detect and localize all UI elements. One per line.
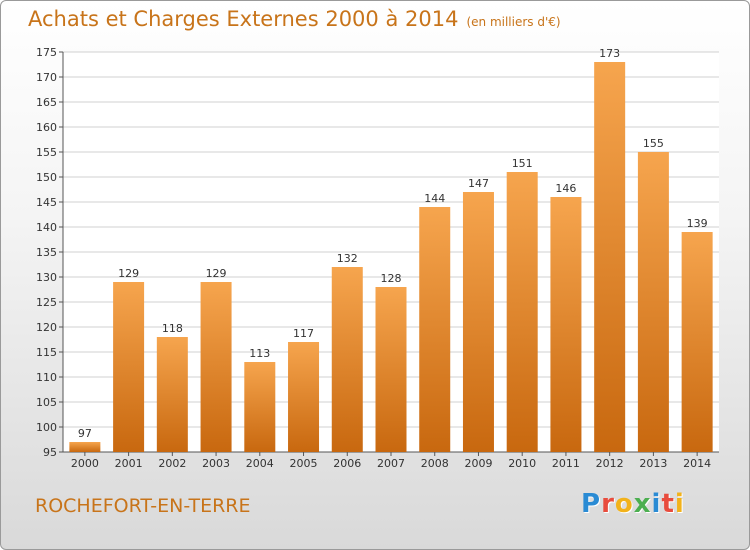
bar (156, 337, 188, 452)
bar (244, 362, 276, 452)
x-tick-label: 2006 (333, 457, 361, 470)
x-tick-label: 2001 (115, 457, 143, 470)
chart-title-unit: (en milliers d'€) (466, 15, 561, 29)
x-tick-label: 2007 (377, 457, 405, 470)
x-tick-label: 2008 (421, 457, 449, 470)
bar-value-label: 146 (555, 182, 576, 195)
bar-value-label: 173 (599, 47, 620, 60)
bar (550, 197, 582, 452)
y-tick-label: 100 (36, 421, 57, 434)
chart-title-main: Achats et Charges Externes 2000 à 2014 (28, 7, 459, 31)
bar (113, 282, 145, 452)
y-tick-label: 130 (36, 271, 57, 284)
x-tick-label: 2005 (290, 457, 318, 470)
x-tick-label: 2011 (552, 457, 580, 470)
y-tick-label: 95 (43, 446, 57, 459)
x-tick-label: 2014 (683, 457, 711, 470)
bar (506, 172, 538, 452)
bar-value-label: 128 (381, 272, 402, 285)
bar (594, 62, 626, 452)
bar (331, 267, 363, 452)
bar-value-label: 151 (512, 157, 533, 170)
y-tick-label: 160 (36, 121, 57, 134)
x-tick-label: 2009 (464, 457, 492, 470)
bar (637, 152, 669, 452)
y-tick-label: 105 (36, 396, 57, 409)
y-tick-label: 175 (36, 46, 57, 59)
bar-value-label: 129 (118, 267, 139, 280)
x-tick-label: 2002 (158, 457, 186, 470)
x-tick-label: 2003 (202, 457, 230, 470)
y-tick-label: 110 (36, 371, 57, 384)
bar (69, 442, 101, 452)
bar-value-label: 132 (337, 252, 358, 265)
bar (200, 282, 232, 452)
commune-name: ROCHEFORT-EN-TERRE (35, 495, 251, 517)
bar-value-label: 113 (249, 347, 270, 360)
y-tick-label: 165 (36, 96, 57, 109)
y-tick-label: 125 (36, 296, 57, 309)
y-tick-label: 170 (36, 71, 57, 84)
chart-title: Achats et Charges Externes 2000 à 2014 (e… (28, 7, 561, 31)
bar-value-label: 118 (162, 322, 183, 335)
bar-value-label: 155 (643, 137, 664, 150)
y-tick-label: 120 (36, 321, 57, 334)
bar-value-label: 139 (687, 217, 708, 230)
y-tick-label: 150 (36, 171, 57, 184)
bar (681, 232, 713, 452)
x-tick-label: 2013 (639, 457, 667, 470)
bar (288, 342, 320, 452)
y-tick-label: 155 (36, 146, 57, 159)
x-tick-label: 2004 (246, 457, 274, 470)
y-tick-label: 140 (36, 221, 57, 234)
y-tick-label: 115 (36, 346, 57, 359)
bar (419, 207, 451, 452)
x-tick-label: 2000 (71, 457, 99, 470)
y-tick-label: 145 (36, 196, 57, 209)
bar-value-label: 117 (293, 327, 314, 340)
bar (462, 192, 494, 452)
bar-value-label: 97 (78, 427, 92, 440)
y-tick-label: 135 (36, 246, 57, 259)
bar (375, 287, 407, 452)
x-tick-label: 2010 (508, 457, 536, 470)
bar-value-label: 147 (468, 177, 489, 190)
bar-value-label: 144 (424, 192, 445, 205)
x-tick-label: 2012 (596, 457, 624, 470)
proxiti-logo: Proxiti (581, 489, 685, 519)
bar-value-label: 129 (206, 267, 227, 280)
